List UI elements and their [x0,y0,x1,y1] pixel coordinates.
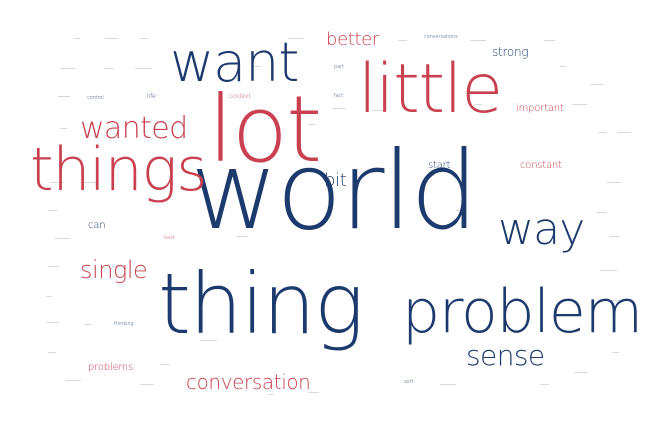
word-way: way [498,204,585,255]
filler-mark [590,84,603,85]
filler-mark [236,236,248,237]
filler-mark [308,124,315,125]
filler-mark [200,340,217,341]
filler-mark [470,40,486,41]
filler-mark [440,384,456,385]
word-sort: sort [404,379,414,385]
filler-mark [456,210,467,211]
filler-mark [574,372,588,373]
filler-mark [372,110,385,111]
filler-mark [606,182,621,183]
filler-mark [598,132,606,133]
word-constant: constant [520,160,562,171]
word-conversations: conversations [424,34,458,40]
filler-mark [288,38,304,39]
filler-mark [54,238,70,239]
word-lot: lot [208,76,322,183]
filler-mark [135,68,152,69]
filler-mark [544,40,555,41]
word-single: single [80,256,148,284]
filler-mark [618,132,631,133]
filler-mark [160,364,170,365]
filler-mark [48,210,57,211]
word-little: little [358,50,503,129]
word-world: world [190,129,479,254]
filler-mark [48,352,56,353]
word-want: want [170,31,299,94]
filler-mark [560,66,566,67]
word-life: life [147,93,156,100]
filler-mark [58,96,70,97]
word-thinking: thinking [114,321,134,327]
filler-mark [596,212,606,213]
filler-mark [398,40,407,41]
word-things: things [30,135,208,205]
filler-mark [332,108,346,109]
word-part: part [334,64,344,70]
word-problem: problem [402,277,643,347]
filler-mark [60,128,67,129]
filler-mark [74,38,80,39]
filler-mark [608,300,620,301]
word-start: start [428,160,451,171]
word-bit: bit [324,170,347,191]
filler-mark [112,266,124,267]
filler-mark [80,182,97,183]
word-control: control [87,95,104,101]
filler-mark [48,266,59,267]
filler-mark [140,384,154,385]
filler-mark [252,66,261,67]
word-conversation: conversation [186,370,311,394]
word-best: best [164,235,175,241]
filler-mark [60,68,75,69]
word-problems: problems [88,362,133,373]
filler-mark [140,38,148,39]
filler-mark [610,236,620,237]
filler-mark [105,38,118,39]
word-strong: strong [492,45,529,59]
filler-mark [46,322,59,323]
filler-mark [46,296,52,297]
word-can: can [88,220,106,231]
filler-mark [50,182,64,183]
word-wanted: wanted [80,111,188,146]
filler-mark [540,384,549,385]
filler-mark [104,68,114,69]
word-important: important [516,103,564,114]
filler-mark [268,394,274,395]
filler-mark [572,104,587,105]
filler-mark [568,238,574,239]
filler-mark [474,104,482,105]
filler-mark [84,324,91,325]
word-thing: thing [158,255,364,353]
filler-mark [66,380,81,381]
filler-mark [308,392,319,393]
filler-mark [600,270,617,271]
filler-mark [612,352,619,353]
word-context: context [229,93,251,100]
word-sense: sense [466,339,545,372]
word-fact: fact [334,93,344,99]
word-better: better [326,29,379,50]
